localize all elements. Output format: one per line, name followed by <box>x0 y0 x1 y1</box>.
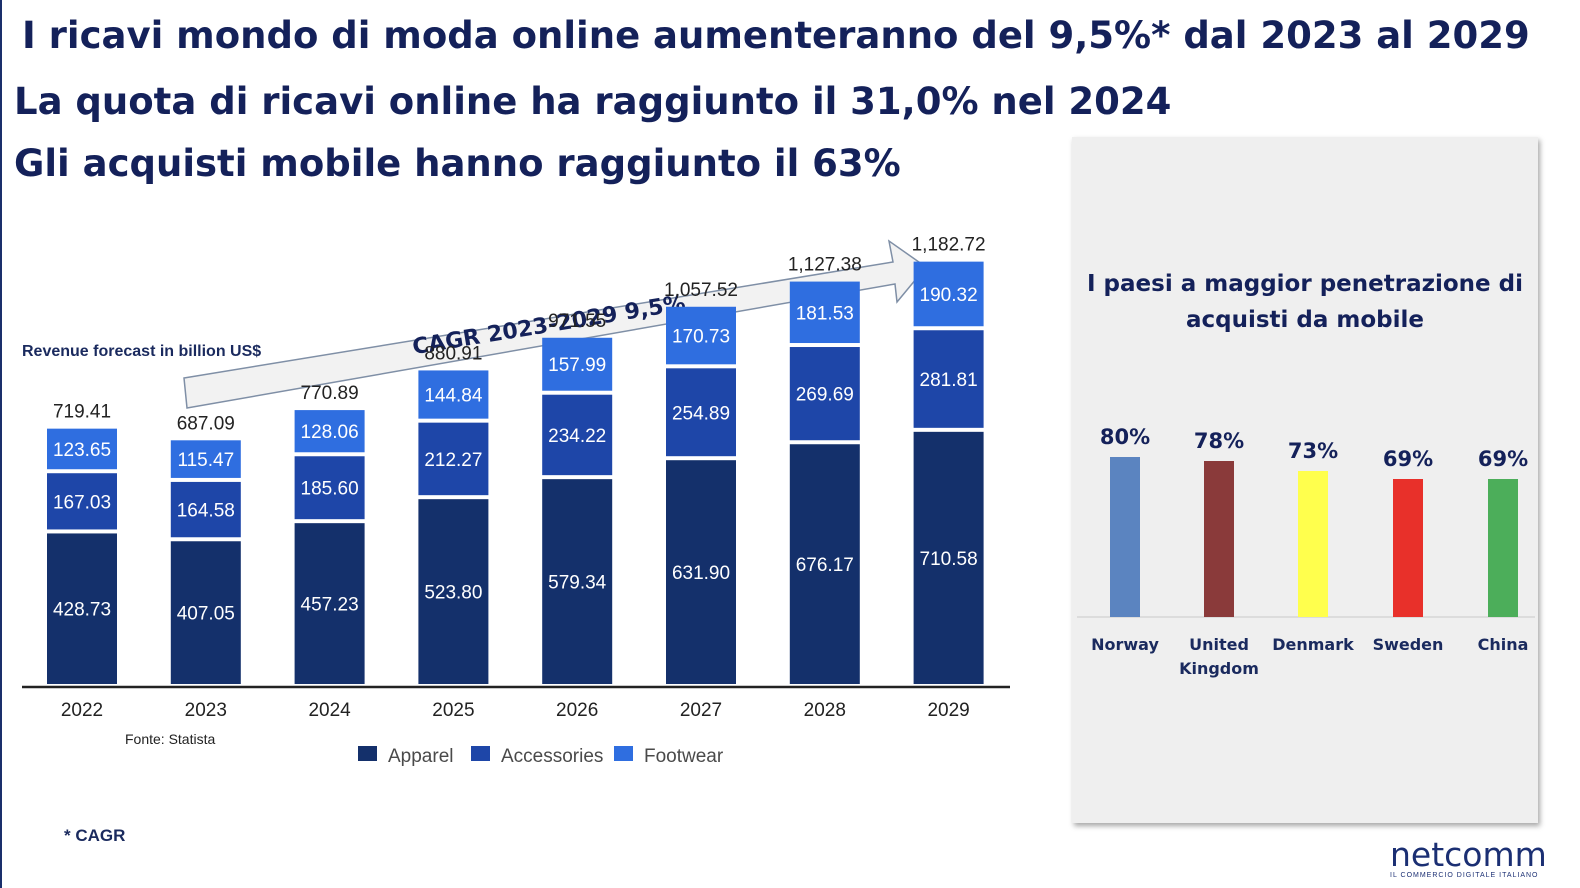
total-label-2029: 1,182.72 <box>912 235 986 256</box>
x-tick-2026: 2026 <box>556 700 598 721</box>
x-tick-2024: 2024 <box>308 700 351 721</box>
bar-apparel-2027 <box>666 460 736 684</box>
cagr-footnote: * CAGR <box>64 826 126 845</box>
bar-label-apparel-2025: 523.80 <box>424 583 482 604</box>
bar-accessories-2026 <box>542 394 613 476</box>
total-label-2026: 971.55 <box>548 311 606 332</box>
penetration-bar-norway <box>1110 457 1140 617</box>
penetration-category-denmark: Denmark <box>1272 635 1354 654</box>
bar-label-accessories-2026: 234.22 <box>548 426 606 447</box>
bar-footwear-2024 <box>294 410 365 453</box>
penetration-value-norway: 80% <box>1100 425 1150 449</box>
x-tick-2027: 2027 <box>680 700 722 721</box>
total-label-2028: 1,127.38 <box>788 255 862 276</box>
bar-label-footwear-2022: 123.65 <box>53 440 111 461</box>
source-note: Fonte: Statista <box>125 731 216 747</box>
penetration-category-sweden: Sweden <box>1373 635 1444 654</box>
penetration-category-united-kingdom-1: United <box>1189 635 1249 654</box>
bar-label-accessories-2029: 281.81 <box>920 370 978 391</box>
bar-accessories-2024 <box>294 456 365 520</box>
bar-label-accessories-2025: 212.27 <box>424 450 482 471</box>
x-tick-2029: 2029 <box>927 700 969 721</box>
legend-swatch-accessories <box>471 746 490 761</box>
bar-label-apparel-2024: 457.23 <box>301 595 359 616</box>
bar-apparel-2029 <box>913 431 984 684</box>
bar-apparel-2024 <box>294 523 365 684</box>
bar-apparel-2023 <box>170 541 241 684</box>
bar-label-accessories-2022: 167.03 <box>53 492 111 513</box>
bar-accessories-2022 <box>47 473 117 530</box>
panel-title: I paesi a maggior penetrazione di acquis… <box>1086 271 1523 333</box>
bar-label-accessories-2024: 185.60 <box>301 479 359 500</box>
legend-swatch-footwear <box>614 746 633 761</box>
bar-label-apparel-2028: 676.17 <box>796 555 854 576</box>
penetration-value-united-kingdom: 78% <box>1194 429 1244 453</box>
revenue-forecast-label: Revenue forecast in billion US$ <box>22 343 262 360</box>
penetration-value-sweden: 69% <box>1383 447 1433 471</box>
bar-label-footwear-2024: 128.06 <box>301 422 359 443</box>
bar-footwear-2023 <box>170 440 241 478</box>
bar-apparel-2028 <box>789 444 860 684</box>
bar-accessories-2023 <box>170 481 241 538</box>
bar-label-apparel-2027: 631.90 <box>672 563 730 584</box>
bar-accessories-2025 <box>418 422 489 496</box>
total-label-2024: 770.89 <box>301 383 359 404</box>
total-label-2025: 880.91 <box>424 343 482 364</box>
bar-footwear-2029 <box>913 261 984 327</box>
bar-label-apparel-2029: 710.58 <box>920 549 978 570</box>
bar-footwear-2027 <box>666 306 736 365</box>
legend-label-accessories: Accessories <box>501 746 603 767</box>
logo-wordmark: netcomm <box>1390 835 1547 874</box>
penetration-category-china: China <box>1478 635 1529 654</box>
bar-footwear-2022 <box>47 428 117 470</box>
bar-label-footwear-2028: 181.53 <box>796 303 854 324</box>
total-label-2027: 1,057.52 <box>664 280 738 301</box>
total-label-2022: 719.41 <box>53 402 111 423</box>
penetration-bar-sweden <box>1393 479 1423 617</box>
bar-footwear-2025 <box>418 370 489 419</box>
bar-footwear-2026 <box>542 337 613 391</box>
x-tick-2022: 2022 <box>61 700 103 721</box>
x-tick-2028: 2028 <box>804 700 846 721</box>
penetration-bar-china <box>1488 479 1518 617</box>
bar-accessories-2027 <box>666 368 736 457</box>
bar-label-footwear-2029: 190.32 <box>920 285 978 306</box>
netcomm-logo: netcomm IL COMMERCIO DIGITALE ITALIANO <box>1390 835 1560 880</box>
headline-online-share: La quota di ricavi online ha raggiunto i… <box>14 80 1172 123</box>
left-border-rule <box>0 0 2 888</box>
headline-revenue-growth: I ricavi mondo di moda online aumenteran… <box>22 14 1530 57</box>
penetration-category-norway: Norway <box>1091 635 1159 654</box>
total-label-2023: 687.09 <box>177 413 235 434</box>
legend-swatch-apparel <box>358 746 377 761</box>
bar-label-accessories-2028: 269.69 <box>796 385 854 406</box>
legend-label-apparel: Apparel <box>388 746 454 767</box>
bar-label-footwear-2027: 170.73 <box>672 327 730 348</box>
bar-label-accessories-2027: 254.89 <box>672 403 730 424</box>
bar-apparel-2022 <box>47 533 117 684</box>
bar-apparel-2025 <box>418 499 489 684</box>
penetration-value-denmark: 73% <box>1288 439 1338 463</box>
x-tick-2023: 2023 <box>185 700 227 721</box>
penetration-bar-denmark <box>1298 471 1328 617</box>
penetration-value-china: 69% <box>1478 447 1528 471</box>
bar-apparel-2026 <box>542 479 613 684</box>
bar-label-apparel-2023: 407.05 <box>177 604 235 625</box>
bar-accessories-2029 <box>913 330 984 428</box>
bar-label-apparel-2026: 579.34 <box>548 573 607 594</box>
bar-label-footwear-2026: 157.99 <box>548 355 606 376</box>
bar-accessories-2028 <box>789 347 860 441</box>
legend-label-footwear: Footwear <box>644 746 724 767</box>
bar-label-footwear-2025: 144.84 <box>424 386 483 407</box>
penetration-bar-united-kingdom <box>1204 461 1234 617</box>
headline-mobile-purchases: Gli acquisti mobile hanno raggiunto il 6… <box>14 142 901 185</box>
bar-label-footwear-2023: 115.47 <box>177 450 234 471</box>
bar-label-accessories-2023: 164.58 <box>177 501 235 522</box>
bar-label-apparel-2022: 428.73 <box>53 600 111 621</box>
x-tick-2025: 2025 <box>432 700 474 721</box>
bar-footwear-2028 <box>789 281 860 344</box>
cagr-arrow <box>183 239 928 409</box>
penetration-category-united-kingdom-2: Kingdom <box>1179 659 1259 678</box>
logo-tagline: IL COMMERCIO DIGITALE ITALIANO <box>1390 872 1539 879</box>
